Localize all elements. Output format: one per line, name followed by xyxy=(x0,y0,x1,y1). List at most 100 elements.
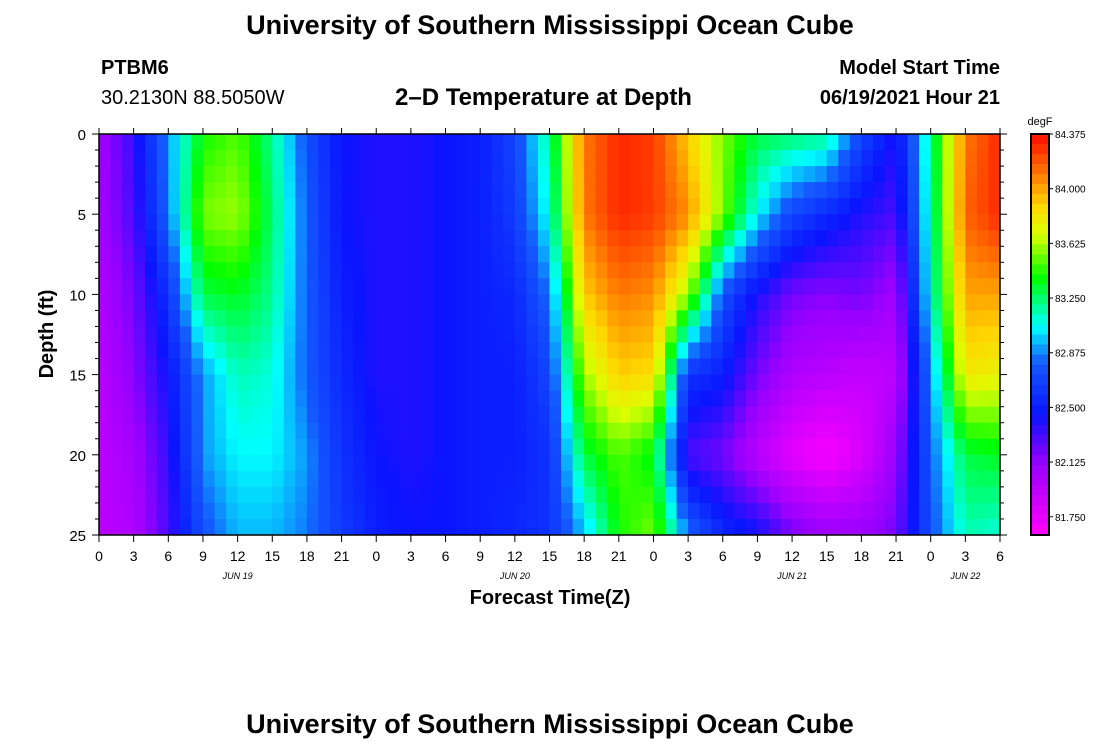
heatmap-cell xyxy=(711,310,724,328)
heatmap-cell xyxy=(353,486,366,504)
x-tick-label: 9 xyxy=(754,548,762,564)
heatmap-cell xyxy=(792,294,805,312)
heatmap-cell xyxy=(260,262,273,279)
heatmap-cell xyxy=(341,486,354,504)
heatmap-cell xyxy=(676,342,689,360)
heatmap-cell xyxy=(110,374,123,392)
heatmap-cell xyxy=(884,422,897,440)
heatmap-cell xyxy=(595,294,608,312)
heatmap-cell xyxy=(364,182,377,199)
heatmap-cell xyxy=(849,518,862,535)
heatmap-cell xyxy=(457,406,470,424)
heatmap-cell xyxy=(976,246,990,263)
heatmap-cell xyxy=(514,230,527,247)
heatmap-cell xyxy=(422,406,435,424)
heatmap-cell xyxy=(561,374,574,392)
heatmap-cell xyxy=(942,438,955,456)
heatmap-cell xyxy=(757,246,770,263)
heatmap-cell xyxy=(849,502,862,520)
heatmap-cell xyxy=(803,390,816,408)
heatmap-cell xyxy=(202,422,216,440)
heatmap-cell xyxy=(468,486,481,504)
heatmap-cell xyxy=(861,374,874,392)
heatmap-cell xyxy=(156,166,169,183)
heatmap-cell xyxy=(965,166,978,183)
heatmap-cell xyxy=(699,214,712,231)
heatmap-cell xyxy=(722,310,735,328)
heatmap-cell xyxy=(861,454,874,472)
heatmap-cell xyxy=(815,438,828,456)
heatmap-cell xyxy=(457,262,470,279)
heatmap-cell xyxy=(295,198,308,215)
heatmap-cell xyxy=(630,374,643,392)
heatmap-cell xyxy=(907,470,920,488)
heatmap-cell xyxy=(503,262,516,279)
heatmap-cell xyxy=(237,214,250,231)
heatmap-cell xyxy=(249,134,262,151)
heatmap-cell xyxy=(410,374,424,392)
heatmap-cell xyxy=(734,502,747,520)
heatmap-cell xyxy=(549,166,562,183)
heatmap-cell xyxy=(306,310,320,328)
heatmap-cell xyxy=(907,294,920,312)
heatmap-cell xyxy=(226,390,239,408)
heatmap-cell xyxy=(122,374,135,392)
heatmap-cell xyxy=(965,486,978,504)
heatmap-cell xyxy=(341,134,354,151)
heatmap-cell xyxy=(399,166,412,183)
heatmap-cell xyxy=(422,294,435,312)
colorbar-swatch xyxy=(1031,174,1049,185)
heatmap-cell xyxy=(191,294,204,312)
heatmap-cell xyxy=(457,374,470,392)
heatmap-cell xyxy=(156,518,169,535)
heatmap-cell xyxy=(191,358,204,376)
x-tick-label: 9 xyxy=(476,548,484,564)
heatmap-cell xyxy=(376,198,389,215)
heatmap-cell xyxy=(803,134,816,151)
heatmap-cell xyxy=(237,342,250,360)
heatmap-cell xyxy=(965,134,978,151)
heatmap-cell xyxy=(861,214,874,231)
heatmap-cell xyxy=(226,246,239,263)
heatmap-cell xyxy=(965,230,978,247)
heatmap-cell xyxy=(907,454,920,472)
heatmap-cell xyxy=(838,294,851,312)
heatmap-cell xyxy=(376,374,389,392)
heatmap-cell xyxy=(410,486,424,504)
heatmap-cell xyxy=(503,310,516,328)
heatmap-cell xyxy=(260,518,273,535)
heatmap-cell xyxy=(353,454,366,472)
heatmap-cell xyxy=(849,134,862,151)
heatmap-cell xyxy=(861,310,874,328)
heatmap-cell xyxy=(722,326,735,344)
heatmap-cell xyxy=(306,438,320,456)
heatmap-cell xyxy=(226,310,239,328)
heatmap-cell xyxy=(168,150,181,167)
heatmap-cell xyxy=(849,182,862,199)
heatmap-cell xyxy=(168,374,181,392)
heatmap-cell xyxy=(260,374,273,392)
heatmap-cell xyxy=(283,406,296,424)
heatmap-cell xyxy=(260,230,273,247)
heatmap-cell xyxy=(306,486,320,504)
heatmap-cell xyxy=(133,518,146,535)
heatmap-cell xyxy=(526,406,539,424)
heatmap-cell xyxy=(226,182,239,199)
heatmap-cell xyxy=(318,438,331,456)
heatmap-cell xyxy=(665,454,678,472)
heatmap-cell xyxy=(757,230,770,247)
heatmap-cell xyxy=(318,150,331,167)
heatmap-cell xyxy=(688,134,701,151)
colorbar-unit: degF xyxy=(1027,116,1052,128)
heatmap-cell xyxy=(376,294,389,312)
heatmap-cell xyxy=(988,454,1000,472)
heatmap-cell xyxy=(815,262,828,279)
colorbar-swatch xyxy=(1031,504,1049,516)
heatmap-cell xyxy=(318,374,331,392)
heatmap-cell xyxy=(699,230,712,247)
heatmap-cell xyxy=(341,518,354,535)
heatmap-cell xyxy=(884,278,897,295)
heatmap-cell xyxy=(376,182,389,199)
heatmap-cell xyxy=(688,198,701,215)
heatmap-cell xyxy=(99,358,112,376)
